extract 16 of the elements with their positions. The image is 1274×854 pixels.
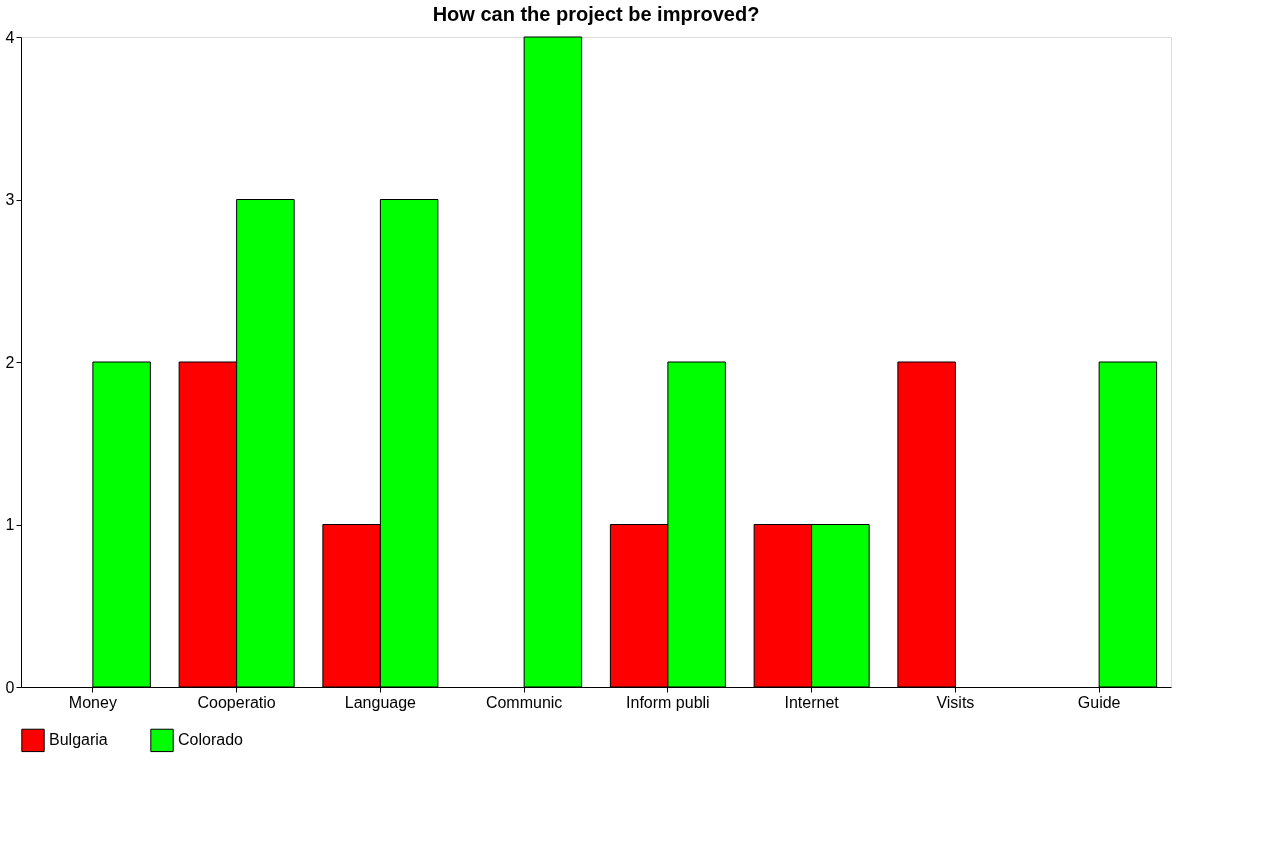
legend-label: Bulgaria: [49, 731, 108, 749]
y-tick-label: 0: [5, 678, 15, 696]
y-tick-label: 3: [5, 191, 15, 208]
x-tick-label: Internet: [784, 693, 840, 711]
y-tick-label: 2: [5, 353, 15, 371]
y-tick-label: 1: [5, 516, 15, 533]
x-tick-label: Inform publi: [626, 693, 710, 711]
x-tick-label: Language: [344, 693, 417, 711]
x-tick-label: Communic: [485, 693, 563, 711]
x-tick-label: Visits: [936, 693, 975, 711]
x-tick-label: Guide: [1077, 693, 1121, 711]
x-tick-label: Cooperatio: [197, 693, 276, 711]
x-tick-label: Money: [68, 693, 117, 711]
legend-label: Colorado: [178, 731, 244, 749]
y-tick-label: 4: [5, 28, 15, 46]
chart-title: How can the project be improved?: [432, 3, 760, 25]
